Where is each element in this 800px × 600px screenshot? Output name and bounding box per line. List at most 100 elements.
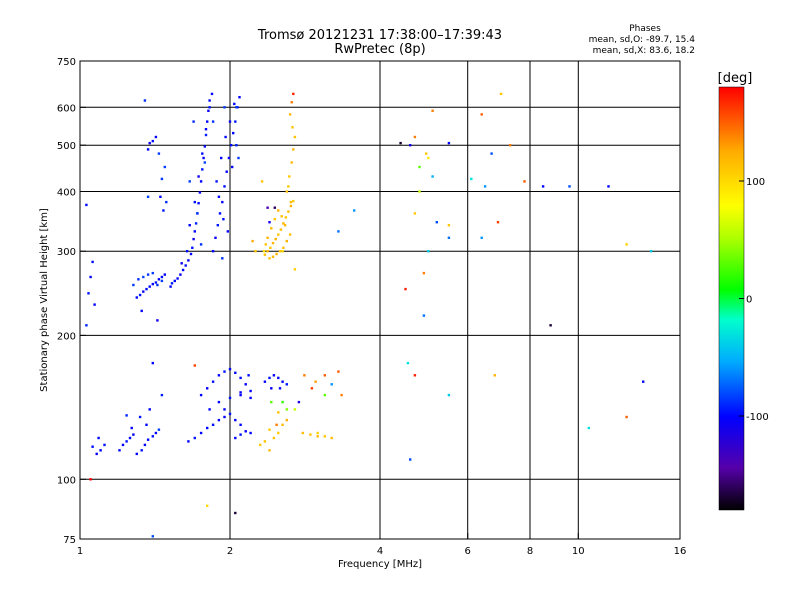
data-point (285, 383, 288, 386)
grid-lines (80, 61, 680, 539)
data-point (173, 279, 176, 283)
data-point (413, 135, 417, 139)
data-point (239, 376, 242, 380)
x-tick-label: 2 (227, 546, 233, 557)
data-point (607, 185, 610, 188)
data-point (160, 177, 164, 181)
data-point (287, 185, 290, 188)
data-point (323, 393, 326, 397)
data-point (188, 180, 191, 183)
data-point (199, 180, 203, 183)
data-point (422, 314, 426, 317)
data-point (193, 200, 196, 204)
colorbar-tick-label: 100 (746, 177, 765, 188)
data-point (289, 204, 293, 208)
data-point (210, 92, 214, 96)
data-point (493, 374, 496, 377)
data-point (480, 236, 483, 239)
data-point (103, 443, 106, 447)
data-point (199, 393, 203, 397)
data-point (211, 423, 215, 426)
data-point (202, 156, 205, 160)
data-point (138, 293, 142, 297)
data-point (238, 96, 241, 99)
data-point (99, 449, 102, 452)
data-point (275, 252, 278, 256)
data-point (235, 106, 238, 109)
data-point (270, 400, 273, 404)
data-point (316, 431, 319, 435)
data-point (413, 374, 417, 377)
data-point (290, 161, 293, 164)
data-point (217, 374, 221, 377)
data-point (169, 285, 172, 288)
data-point (447, 224, 451, 227)
data-point (249, 431, 252, 435)
data-point (187, 259, 190, 262)
data-point (224, 135, 227, 139)
data-point (509, 144, 512, 147)
data-point (285, 190, 288, 193)
data-point (418, 190, 421, 193)
data-point (187, 440, 190, 443)
data-point (118, 449, 121, 452)
data-point (281, 250, 284, 253)
data-point (244, 430, 247, 433)
data-point (283, 224, 287, 227)
data-point (137, 278, 140, 281)
data-point (198, 191, 202, 194)
y-tick-label: 600 (57, 103, 76, 114)
data-point (447, 393, 451, 397)
data-point (263, 253, 267, 256)
data-point (197, 202, 200, 205)
data-point (91, 260, 94, 264)
colorbar-ticks: 100 0 -100 (739, 177, 769, 423)
data-point (587, 426, 590, 430)
data-point (431, 175, 434, 178)
data-point (206, 426, 209, 430)
data-point (223, 415, 226, 419)
data-point (232, 131, 235, 135)
data-point (274, 237, 277, 241)
data-point (189, 252, 193, 256)
data-point (193, 230, 196, 233)
data-point (277, 376, 280, 380)
stats-title: Phases (629, 24, 661, 34)
data-point (143, 99, 147, 102)
data-point (431, 109, 434, 112)
data-point (418, 165, 421, 169)
data-point (234, 371, 237, 374)
data-point (422, 271, 426, 275)
data-point (523, 180, 526, 183)
data-point (266, 250, 269, 253)
data-point (301, 431, 304, 435)
data-point (293, 268, 297, 271)
data-point (207, 109, 210, 112)
data-point (271, 255, 275, 258)
data-point (180, 262, 183, 265)
data-point (314, 380, 317, 383)
data-point (221, 200, 224, 204)
data-point (233, 102, 236, 106)
data-point (337, 370, 340, 373)
data-point (292, 92, 295, 96)
data-point (277, 431, 280, 435)
data-point (151, 282, 154, 286)
data-point (146, 195, 150, 198)
data-point (568, 185, 571, 188)
data-point (135, 452, 138, 456)
x-tick-label: 6 (465, 546, 471, 557)
data-point (278, 250, 282, 253)
data-point (130, 426, 133, 430)
data-point (162, 209, 165, 212)
data-point (293, 135, 297, 139)
data-point (404, 287, 407, 291)
data-point (228, 412, 232, 416)
data-point (208, 408, 211, 411)
data-point (239, 433, 242, 436)
colorbar-tick-label: 0 (746, 295, 752, 306)
data-point (208, 99, 211, 102)
data-point (142, 275, 145, 279)
data-point (196, 212, 199, 215)
